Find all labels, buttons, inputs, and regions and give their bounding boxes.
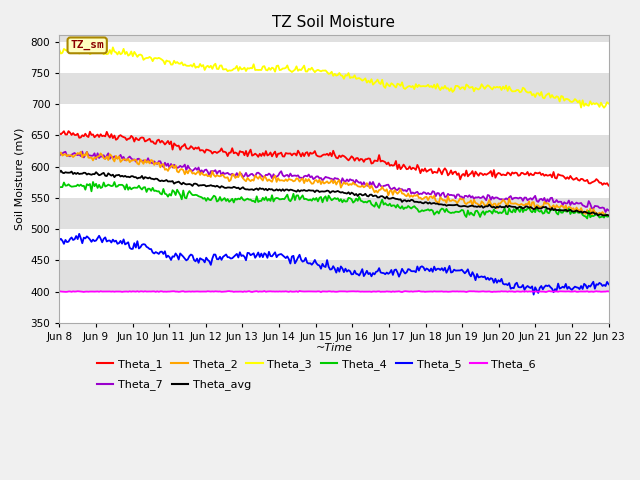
Text: TZ_sm: TZ_sm	[70, 40, 104, 50]
Theta_avg	[594, 213, 602, 218]
Theta_5	[605, 281, 612, 287]
Theta_4	[248, 198, 256, 204]
Theta_2	[239, 175, 247, 181]
Bar	[60, 167, 609, 198]
Theta_3	[600, 105, 608, 110]
Theta_avg	[605, 213, 612, 218]
Theta_2	[576, 208, 584, 214]
Theta_avg	[248, 186, 256, 192]
Bar	[60, 291, 609, 323]
Theta_7	[576, 201, 584, 206]
Line: Theta_7: Theta_7	[60, 152, 609, 212]
Line: Theta_1: Theta_1	[60, 131, 609, 186]
Theta_4	[576, 210, 584, 216]
Theta_7	[297, 175, 305, 180]
Theta_6	[56, 288, 63, 294]
Theta_7	[239, 174, 247, 180]
Theta_4	[584, 216, 591, 221]
Bar	[60, 104, 609, 135]
Theta_avg	[576, 209, 584, 215]
Theta_5	[577, 283, 585, 289]
Theta_3	[248, 65, 256, 71]
Theta_4	[605, 214, 612, 219]
Theta_3	[297, 67, 305, 73]
Theta_3	[124, 53, 132, 59]
Theta_4	[239, 196, 247, 202]
Theta_6	[296, 288, 303, 294]
Theta_avg	[297, 188, 305, 193]
Theta_1	[221, 149, 228, 155]
Theta_2	[588, 213, 596, 219]
Theta_5	[530, 292, 538, 298]
Line: Theta_2: Theta_2	[60, 152, 609, 216]
Theta_5	[221, 253, 228, 259]
Theta_5	[239, 252, 247, 258]
Theta_avg	[57, 168, 65, 173]
Theta_6	[605, 288, 612, 294]
Theta_1	[65, 128, 72, 134]
Theta_6	[247, 289, 255, 295]
Theta_4	[297, 194, 305, 200]
Y-axis label: Soil Moisture (mV): Soil Moisture (mV)	[15, 128, 25, 230]
Theta_4	[221, 195, 228, 201]
Theta_2	[248, 177, 256, 182]
Theta_3	[605, 101, 612, 107]
Theta_7	[221, 171, 228, 177]
Bar	[60, 229, 609, 260]
Bar	[60, 42, 609, 73]
Theta_5	[297, 257, 305, 263]
Theta_6	[297, 288, 305, 294]
Theta_1	[248, 153, 256, 158]
Theta_7	[79, 149, 86, 155]
Theta_3	[109, 45, 116, 50]
Theta_3	[239, 66, 247, 72]
Theta_7	[602, 209, 609, 215]
Theta_7	[605, 207, 612, 213]
Theta_avg	[221, 185, 228, 191]
Theta_6	[577, 288, 585, 294]
Line: Theta_3: Theta_3	[60, 48, 609, 108]
Theta_2	[124, 156, 132, 162]
Theta_5	[124, 240, 132, 245]
Line: Theta_avg: Theta_avg	[60, 170, 609, 216]
Theta_6	[237, 289, 245, 295]
Theta_2	[297, 177, 305, 182]
Theta_7	[124, 155, 132, 161]
Theta_avg	[56, 170, 63, 176]
Line: Theta_6: Theta_6	[60, 291, 609, 292]
Theta_1	[56, 130, 63, 136]
Theta_5	[76, 231, 83, 237]
Theta_avg	[124, 174, 132, 180]
Theta_1	[605, 183, 612, 189]
Theta_5	[248, 252, 256, 257]
Theta_2	[221, 175, 228, 180]
Theta_7	[248, 171, 256, 177]
Theta_6	[220, 289, 227, 295]
Theta_2	[77, 149, 84, 155]
Theta_1	[124, 136, 132, 142]
Legend: Theta_7, Theta_avg: Theta_7, Theta_avg	[92, 375, 255, 395]
Theta_4	[124, 187, 132, 192]
Theta_7	[56, 153, 63, 159]
Theta_5	[56, 237, 63, 243]
Theta_3	[576, 97, 584, 103]
Theta_avg	[239, 184, 247, 190]
Theta_2	[605, 213, 612, 218]
Theta_4	[56, 184, 63, 190]
Line: Theta_4: Theta_4	[60, 182, 609, 218]
Title: TZ Soil Moisture: TZ Soil Moisture	[273, 15, 396, 30]
Theta_6	[123, 288, 131, 294]
Theta_1	[239, 149, 247, 155]
Theta_1	[576, 178, 584, 183]
Theta_4	[89, 179, 97, 185]
Theta_3	[221, 66, 228, 72]
Theta_6	[398, 289, 406, 295]
Line: Theta_5: Theta_5	[60, 234, 609, 295]
X-axis label: ~Time: ~Time	[316, 343, 353, 353]
Theta_1	[297, 154, 305, 159]
Theta_3	[56, 47, 63, 53]
Theta_2	[56, 152, 63, 157]
